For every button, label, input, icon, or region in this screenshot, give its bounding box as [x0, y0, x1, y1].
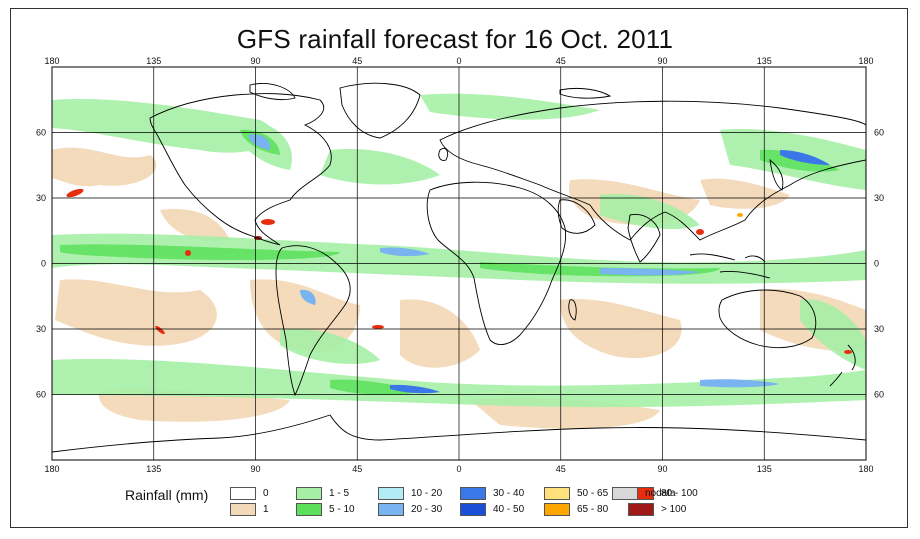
legend-item: 50 - 65 [544, 486, 608, 500]
map-panel [52, 67, 866, 460]
lat-tick-label: 30 [874, 324, 884, 334]
legend-swatch [544, 502, 570, 516]
lon-tick-label: 135 [146, 56, 161, 66]
lon-tick-label: 90 [657, 56, 667, 66]
legend-item: nodata [612, 486, 676, 500]
rain-extreme-spots [66, 188, 852, 354]
legend-swatch [378, 486, 404, 500]
legend-item: 0 [230, 486, 269, 500]
legend-item: 10 - 20 [378, 486, 442, 500]
lat-tick-label: 60 [874, 128, 884, 138]
lat-tick-label: 30 [36, 324, 46, 334]
lon-tick-label: 45 [556, 56, 566, 66]
legend-label: 1 [263, 503, 269, 515]
lon-tick-label: 45 [352, 464, 362, 474]
legend-swatch [378, 502, 404, 516]
lon-tick-label: 180 [44, 56, 59, 66]
legend-swatch [230, 502, 256, 516]
legend-swatch [296, 486, 322, 500]
legend-label: 80 - 100 [661, 487, 698, 499]
lat-tick-label: 0 [874, 259, 879, 269]
legend-item: > 100 [628, 502, 686, 516]
legend-label: 20 - 30 [411, 503, 443, 515]
legend-swatch [296, 502, 322, 516]
lat-tick-label: 30 [36, 193, 46, 203]
lon-tick-label: 135 [757, 56, 772, 66]
legend-swatch [460, 486, 486, 500]
legend-swatch [612, 486, 638, 500]
legend-item: 1 [230, 502, 269, 516]
lat-tick-label: 30 [874, 193, 884, 203]
legend-swatch [460, 502, 486, 516]
legend-label: 10 - 20 [411, 487, 443, 499]
legend-item: 1 - 5 [296, 486, 349, 500]
legend-item: 20 - 30 [378, 502, 442, 516]
lon-tick-label: 0 [456, 464, 461, 474]
lat-ticks-right: 60 30 0 30 60 [874, 128, 884, 400]
coastlines [52, 82, 866, 453]
rain-5-10mm-regions [60, 129, 840, 395]
legend-swatch [628, 502, 654, 516]
lat-tick-label: 60 [874, 390, 884, 400]
lon-tick-label: 45 [352, 56, 362, 66]
legend-label: 50 - 65 [577, 487, 609, 499]
map-border [51, 66, 867, 461]
legend-title: Rainfall (mm) [125, 487, 209, 503]
legend-label: 1 - 5 [329, 487, 350, 499]
legend-label: 40 - 50 [493, 503, 525, 515]
lon-tick-label: 180 [44, 464, 59, 474]
lat-tick-label: 60 [36, 390, 46, 400]
lon-tick-label: 90 [657, 464, 667, 474]
lon-tick-label: 180 [858, 464, 873, 474]
lat-tick-label: 0 [41, 259, 46, 269]
lon-tick-label: 180 [858, 56, 873, 66]
legend-item: 5 - 10 [296, 502, 355, 516]
legend-swatch [230, 486, 256, 500]
legend-item: 65 - 80 [544, 502, 608, 516]
legend-swatch [544, 486, 570, 500]
legend-label: 30 - 40 [493, 487, 525, 499]
legend-label: 0 [263, 487, 269, 499]
map-title: GFS rainfall forecast for 16 Oct. 2011 [236, 24, 674, 54]
lon-tick-label: 90 [250, 56, 260, 66]
lon-tick-label: 135 [146, 464, 161, 474]
rain-heavy-regions [248, 134, 830, 394]
legend-label: 65 - 80 [577, 503, 609, 515]
legend-label: 5 - 10 [329, 503, 355, 515]
legend-item: 30 - 40 [460, 486, 524, 500]
lon-ticks-bottom: 180 135 90 45 0 45 90 135 180 [44, 464, 873, 474]
graticule [52, 67, 866, 460]
legend-label: nodata [645, 487, 676, 499]
lat-tick-label: 60 [36, 128, 46, 138]
legend-item: 40 - 50 [460, 502, 524, 516]
lon-tick-label: 45 [556, 464, 566, 474]
legend-label: > 100 [661, 503, 687, 515]
lon-ticks-top: 180 135 90 45 0 45 90 135 180 [44, 56, 873, 66]
lon-tick-label: 0 [456, 56, 461, 66]
lat-ticks-left: 60 30 0 30 60 [36, 128, 46, 400]
lon-tick-label: 90 [250, 464, 260, 474]
lon-tick-label: 135 [757, 464, 772, 474]
